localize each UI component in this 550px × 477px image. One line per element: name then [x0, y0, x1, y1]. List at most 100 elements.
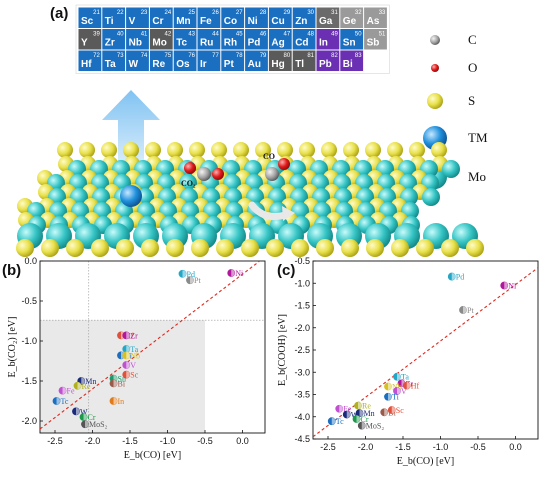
element-cell-ge: [340, 7, 364, 28]
sulfur-atom: [391, 239, 409, 257]
element-symbol-au: Au: [248, 59, 261, 70]
element-number-ru: 44: [212, 32, 219, 38]
element-symbol-ni: Ni: [248, 16, 258, 27]
element-number-bi: 83: [355, 53, 362, 59]
oxygen-atom: [212, 168, 224, 180]
x-axis-label: E_b(CO) [eV]: [397, 456, 454, 467]
x-tick-label: -2.5: [320, 442, 336, 452]
sulfur-atom: [145, 142, 161, 158]
sulfur-atom: [365, 142, 381, 158]
element-cell-rh: [221, 29, 245, 50]
element-symbol-cd: Cd: [295, 38, 308, 49]
data-point-highlight: [113, 379, 118, 387]
y-tick-label: -3.5: [294, 390, 310, 400]
sulfur-atom: [416, 239, 434, 257]
element-cell-v: [126, 7, 149, 28]
legend-atom-c: [430, 35, 440, 45]
element-symbol-ir: Ir: [200, 59, 207, 70]
y-tick-label: -4.5: [294, 434, 310, 444]
sulfur-atom: [241, 239, 259, 257]
element-number-as: 33: [379, 10, 386, 16]
sulfur-atom: [41, 239, 59, 257]
x-tick-label: -0.5: [470, 442, 486, 452]
molybdenum-atom: [422, 188, 440, 206]
element-symbol-zr: Zr: [105, 38, 115, 49]
sulfur-atom: [79, 142, 95, 158]
element-cell-cr: [149, 7, 173, 28]
sulfur-atom: [141, 239, 159, 257]
data-label-ni: Ni: [235, 269, 244, 278]
element-cell-ti: [102, 7, 126, 28]
data-point-highlight: [388, 393, 392, 401]
element-number-re: 75: [165, 53, 172, 59]
data-label-fe: Fe: [67, 387, 75, 396]
fit-line: [313, 267, 538, 438]
co2-label: CO₂: [181, 179, 196, 188]
element-cell-ga: [316, 7, 340, 28]
element-number-ta: 73: [117, 53, 124, 59]
element-cell-ag: [268, 29, 292, 50]
y-tick-label: -0.5: [21, 296, 37, 306]
element-cell-nb: [126, 29, 149, 50]
sulfur-atom: [255, 142, 271, 158]
element-number-ga: 31: [331, 10, 338, 16]
data-point-highlight: [126, 345, 130, 353]
data-point-highlight: [388, 382, 392, 391]
element-number-cd: 48: [307, 32, 314, 38]
y-axis-label: E_b(COOH) [eV]: [277, 314, 288, 386]
element-symbol-hf: Hf: [81, 59, 92, 70]
data-point-highlight: [451, 272, 456, 281]
element-symbol-mo: Mo: [152, 38, 166, 49]
element-cell-bi: [340, 50, 364, 71]
data-label-bi: Bi: [118, 379, 126, 388]
element-symbol-ge: Ge: [343, 16, 357, 27]
sulfur-atom: [116, 239, 134, 257]
element-number-cr: 24: [165, 10, 172, 16]
sulfur-atom: [211, 142, 227, 158]
element-cell-tc: [173, 29, 197, 50]
sulfur-atom: [343, 142, 359, 158]
element-cell-mn: [173, 7, 197, 28]
oxygen-atom: [278, 158, 290, 170]
data-point-highlight: [358, 402, 362, 410]
element-number-cu: 29: [284, 10, 291, 16]
element-number-zr: 40: [117, 32, 124, 38]
sulfur-atom: [57, 142, 73, 158]
sulfur-atom: [167, 142, 183, 158]
oxygen-atom: [184, 162, 196, 174]
element-number-v: 23: [141, 10, 148, 16]
data-label-ta: Ta: [130, 345, 138, 354]
legend-label-s: S: [468, 93, 475, 108]
data-label-re: Re: [362, 402, 371, 411]
element-number-sb: 51: [379, 32, 386, 38]
sulfur-atom: [466, 239, 484, 257]
data-point-highlight: [126, 371, 130, 379]
data-point-highlight: [346, 410, 351, 419]
element-symbol-co: Co: [224, 16, 237, 27]
sulfur-atom: [233, 142, 249, 158]
element-symbol-re: Re: [152, 59, 165, 70]
element-cell-in: [316, 29, 340, 50]
selection-arrow-icon: [102, 90, 160, 178]
element-symbol-w: W: [129, 59, 139, 70]
y-tick-label: -0.5: [294, 256, 310, 266]
carbon-atom: [265, 167, 279, 181]
element-number-pd: 46: [260, 32, 267, 38]
element-cell-w: [126, 50, 149, 71]
legend-label-c: C: [468, 32, 477, 47]
sulfur-atom: [316, 239, 334, 257]
element-cell-fe: [197, 7, 221, 28]
element-symbol-v: V: [129, 16, 136, 27]
element-symbol-sb: Sb: [367, 38, 380, 49]
panel-a-label: (a): [50, 5, 68, 22]
data-label-nb: Nb: [130, 351, 140, 360]
element-symbol-pt: Pt: [224, 59, 235, 70]
data-point-highlight: [361, 422, 366, 430]
element-cell-tl: [292, 50, 316, 71]
x-tick-label: -2.5: [47, 436, 63, 446]
element-number-in: 49: [331, 32, 338, 38]
element-cell-sn: [340, 29, 364, 50]
data-point-highlight: [126, 351, 130, 359]
element-symbol-tc: Tc: [176, 38, 187, 49]
